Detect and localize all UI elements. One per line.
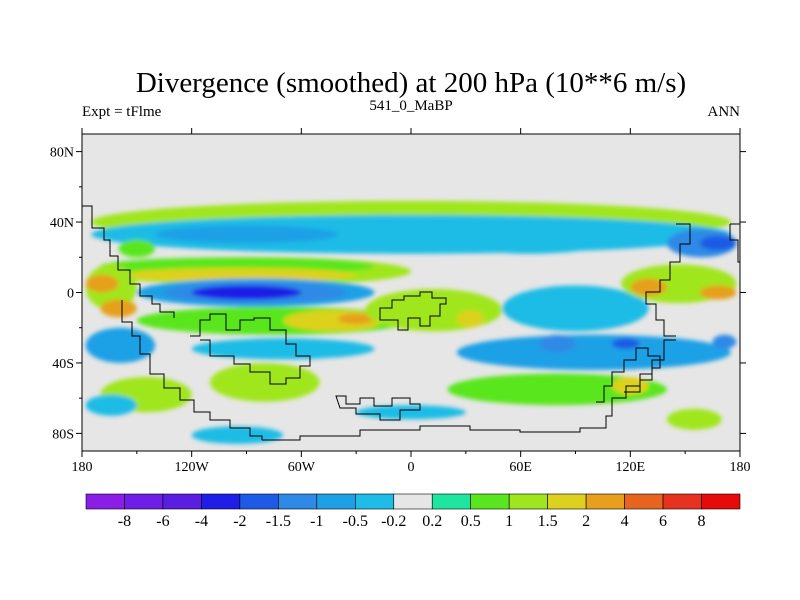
y-tick-label: 80S [52, 427, 74, 442]
coastline-islands [335, 395, 421, 421]
coastlines [82, 205, 740, 441]
colorbar-label: 4 [621, 513, 629, 530]
field-region [365, 288, 503, 332]
field-region [85, 327, 156, 363]
x-tick-label: 180 [730, 460, 751, 475]
field-region [666, 408, 722, 430]
x-tick-label: 0 [408, 460, 415, 475]
season-label: ANN [708, 104, 741, 120]
colorbar-swatch [354, 493, 395, 510]
colorbar-swatch [316, 493, 356, 510]
coastline-asia [645, 223, 691, 337]
colorbar-label: -8 [118, 513, 131, 530]
chart-title: Divergence (smoothed) at 200 hPa (10**6 … [136, 67, 686, 99]
y-axis: 80N 40N 0 40S 80S [50, 146, 746, 442]
colorbar-label: 0.5 [461, 513, 481, 530]
colorbar-swatch [201, 493, 241, 510]
colorbar-swatch [431, 493, 472, 510]
coastline-north-america [82, 205, 175, 318]
field-region [502, 285, 649, 332]
field-region [456, 334, 731, 370]
experiment-label: Expt = tFlme [82, 104, 162, 120]
colorbar-swatch [239, 493, 279, 510]
colorbar-swatch [624, 493, 664, 510]
colorbar-swatch [124, 493, 164, 510]
colorbar-label: -1.5 [266, 513, 291, 530]
field-region [356, 405, 466, 420]
x-tick-label: 120E [616, 460, 646, 475]
coastline-south-america-east [190, 313, 311, 385]
field-region [712, 334, 737, 349]
y-tick-label: 0 [67, 287, 74, 302]
x-tick-label: 120W [175, 460, 210, 475]
colorbar-label: 0.2 [422, 513, 442, 530]
x-tick-label: 180 [72, 460, 93, 475]
colorbar-swatch [470, 493, 510, 510]
map-plot [81, 133, 741, 452]
field-region [699, 285, 737, 300]
coastline-antarctica [262, 339, 676, 441]
colorbar-label: -0.5 [343, 513, 368, 530]
divergence-field [85, 200, 737, 444]
coastline-australia [596, 347, 661, 403]
colorbar-label: -2 [233, 513, 246, 530]
colorbar-swatch [278, 493, 318, 510]
coastline-east-asia [729, 223, 740, 263]
colorbar-swatch [508, 493, 548, 510]
colorbar-swatch [701, 493, 741, 510]
field-region [612, 338, 640, 349]
field-region [456, 310, 485, 328]
y-tick-label: 40N [50, 216, 74, 231]
y-tick-label: 80N [50, 146, 74, 161]
case-label: 541_0_MaBP [369, 98, 452, 114]
colorbar-swatch [585, 493, 625, 510]
field-region [538, 334, 576, 353]
colorbar-label: 1 [505, 513, 513, 530]
colorbar-swatch [393, 493, 433, 510]
colorbar-swatch [547, 493, 587, 510]
coastline-africa [379, 291, 447, 331]
colorbar-label: -6 [156, 513, 169, 530]
colorbar-label: 1.5 [538, 513, 558, 530]
colorbar-label: -0.2 [381, 513, 406, 530]
field-region [118, 239, 156, 258]
x-tick-label: 60E [509, 460, 532, 475]
field-region [209, 362, 320, 402]
colorbar: -8 -6 -4 -2 -1.5 -1 -0.5 -0.2 0.2 0.5 1 1.5 2 4 6 8 [85, 493, 741, 530]
field-region [337, 313, 375, 325]
colorbar-swatch [85, 493, 125, 510]
field-region [191, 285, 302, 300]
colorbar-label: 2 [582, 513, 590, 530]
colorbar-label: -4 [195, 513, 208, 530]
field-region [699, 236, 737, 251]
field-region [118, 267, 357, 282]
colorbar-label: 6 [659, 513, 667, 530]
x-tick-label: 60W [288, 460, 316, 475]
colorbar-swatch [662, 493, 702, 510]
y-tick-label: 40S [52, 357, 74, 372]
field-region [100, 299, 137, 318]
field-region [191, 338, 375, 360]
colorbar-label: 8 [698, 513, 706, 530]
colorbar-label: -1 [310, 513, 323, 530]
coastline-south-america [121, 300, 263, 440]
field-region [155, 225, 338, 244]
field-region [447, 225, 613, 254]
colorbar-swatch [162, 493, 202, 510]
field-region [191, 426, 284, 444]
field-region [85, 394, 137, 416]
x-axis: 180 120W 60W 0 60E 120E 180 [72, 128, 751, 475]
field-region [630, 278, 667, 297]
field-region [85, 274, 119, 293]
